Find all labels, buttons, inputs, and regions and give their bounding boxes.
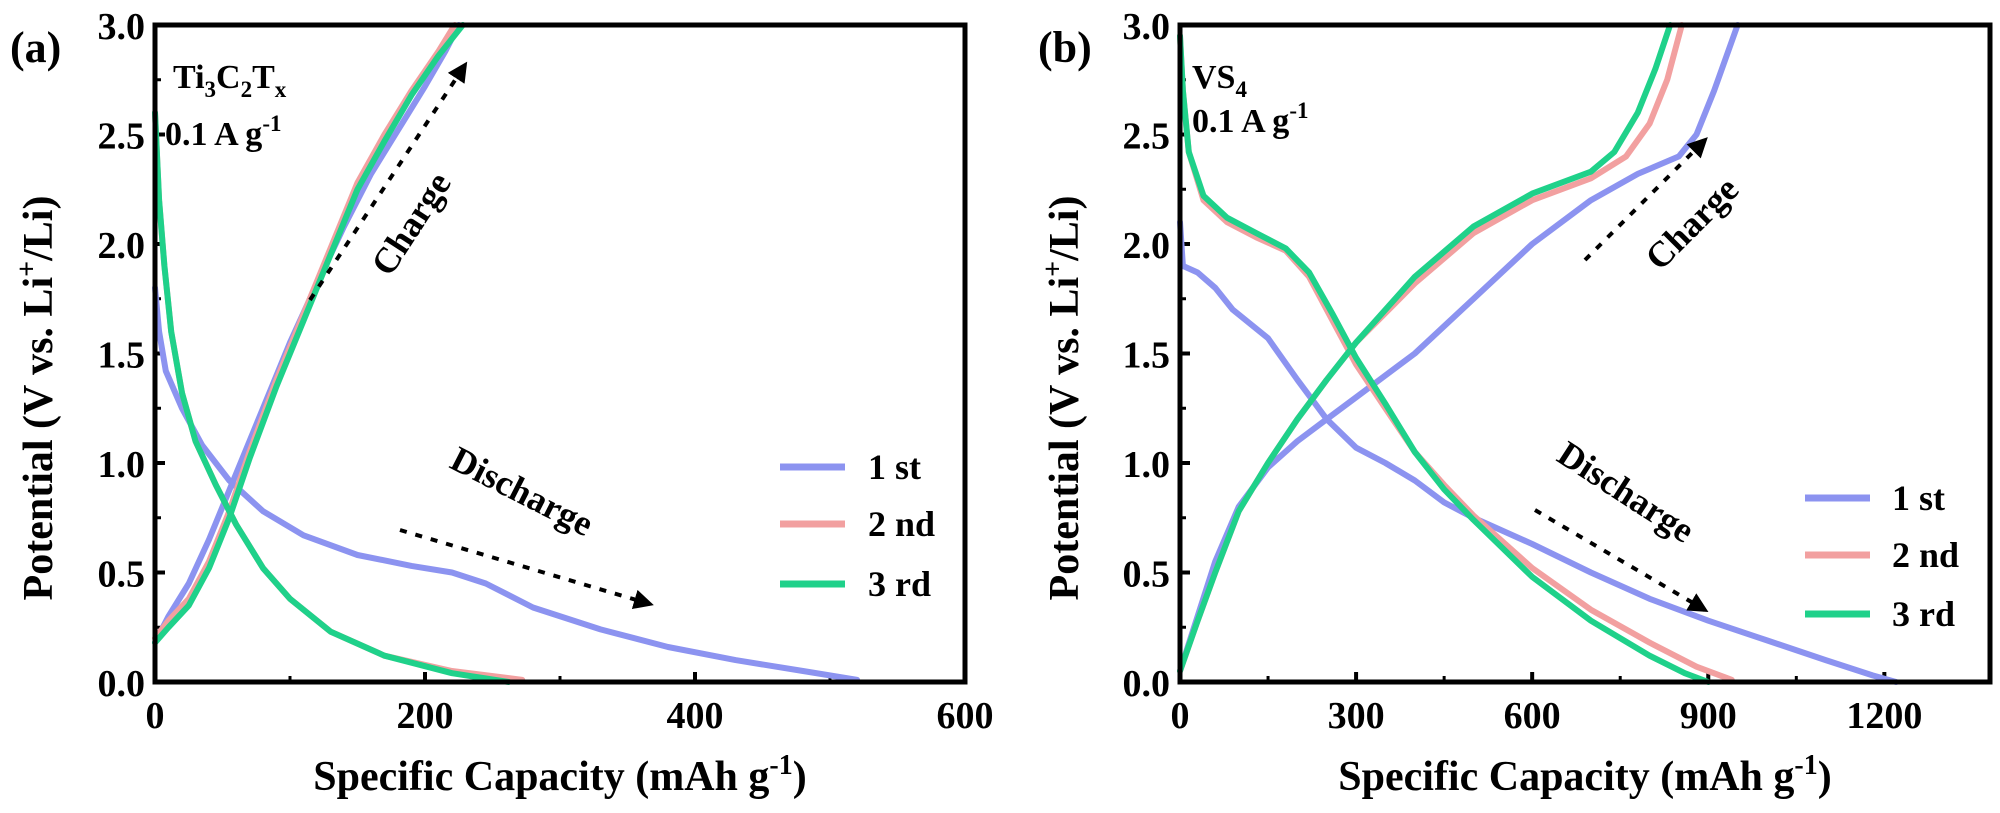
panel-a-y-tick-label: 0.0 (98, 663, 146, 705)
panel-b-x-tick-labels: 0 300 600 900 1200 (1171, 695, 1923, 737)
panel-a-plot-frame (152, 22, 968, 685)
panel-a-series-1-discharge-line (152, 284, 860, 683)
panel-a-x-tick-label: 600 (937, 695, 994, 737)
panel-a-discharge-annotation: Discharge (444, 438, 599, 544)
panel-b-y-tick-label: 2.5 (1123, 116, 1171, 158)
panel-a-xlabel-tail: ) (793, 754, 807, 800)
panel-b-condition-base: 0.1 A g (1192, 103, 1289, 140)
panel-b-y-tick-label: 3.0 (1123, 6, 1171, 48)
panel-a-y-tick-label: 2.5 (98, 116, 146, 158)
panel-b-plot-frame (1177, 22, 1993, 685)
panel-a-ylabel-sup: + (12, 261, 43, 277)
panel-b-series-2-discharge-line (1177, 32, 1735, 683)
panel-a-sample-sub1: 3 (205, 77, 217, 102)
panel-b-series (1177, 22, 1900, 685)
panel-a-x-tick-label: 0 (146, 695, 165, 737)
panel-b-x-tick-label: 0 (1171, 695, 1190, 737)
panel-a-label: (a) (10, 23, 61, 72)
panel-b-legend-label-3: 3 rd (1892, 594, 1955, 634)
panel-a-y-tick-label: 1.5 (98, 335, 146, 377)
panel-a-x-tick-label: 400 (667, 695, 724, 737)
panel-a-legend-label-2: 2 nd (868, 504, 935, 544)
panel-a-ylabel-pre: Potential (V vs. Li (16, 277, 62, 601)
panel-b-x-tick-label: 900 (1680, 695, 1737, 737)
panel-b-charge-arrow (1583, 137, 1708, 262)
panel-b-discharge-arrow (1533, 508, 1709, 613)
panel-a-series-2-discharge-line (152, 109, 526, 683)
panel-b-y-tick-label: 2.0 (1123, 225, 1171, 267)
panel-a-y-tick-label: 1.0 (98, 444, 146, 486)
panel-b-sample-label: VS4 (1192, 59, 1247, 102)
panel-a-y-axis-title: Potential (V vs. Li+/Li) (12, 196, 62, 601)
panel-a-legend-label-3: 3 rd (868, 564, 931, 604)
panel-a-series-3-charge-line (152, 22, 466, 646)
panel-b-condition-label: 0.1 A g-1 (1192, 98, 1308, 140)
panel-b-condition-sup: -1 (1289, 98, 1308, 123)
panel-a-xlabel-base: Specific Capacity (mAh g (313, 754, 769, 800)
panel-b-xlabel-base: Specific Capacity (mAh g (1338, 754, 1794, 800)
panel-a-ylabel-post: /Li) (16, 196, 62, 262)
panel-a-series-3-discharge-line (152, 109, 512, 685)
panel-b-legend-label-1: 1 st (1892, 478, 1945, 518)
panel-b-legend-label-2: 2 nd (1892, 535, 1959, 575)
svg-text:Potential (V vs. Li+/Li): Potential (V vs. Li+/Li) (1038, 196, 1088, 601)
panel-a-sample-sub2: 2 (241, 77, 253, 102)
panel-b-y-tick-label: 1.0 (1123, 444, 1171, 486)
panel-b-series-3-discharge-line (1177, 32, 1712, 685)
panel-a-sample-sub3: x (275, 77, 287, 102)
panel-a-y-tick-labels: 0.0 0.5 1.0 1.5 2.0 2.5 3.0 (98, 6, 146, 705)
panel-b-xlabel-tail: ) (1818, 754, 1832, 800)
panel-b-sample-sub1: 4 (1235, 77, 1247, 102)
panel-b-label: (b) (1038, 23, 1092, 72)
panel-a-discharge-arrow (399, 528, 654, 610)
panel-a-legend: 1 st 2 nd 3 rd (780, 447, 935, 604)
panel-a-x-tick-labels: 0 200 400 600 (146, 695, 994, 737)
panel-b-x-tick-label: 600 (1504, 695, 1561, 737)
panel-b-series-3-charge-line (1177, 22, 1674, 674)
panel-b-charge-annotation: Charge (1637, 169, 1746, 278)
panel-b-x-tick-label: 1200 (1846, 695, 1922, 737)
panel-a-series (152, 22, 860, 685)
panel-a-y-tick-label: 2.0 (98, 225, 146, 267)
panel-b-x-axis-title: Specific Capacity (mAh g-1) (1338, 750, 1831, 800)
panel-a-condition-base: 0.1 A g (165, 116, 262, 153)
panel-b-ylabel-sup: + (1038, 261, 1069, 277)
panel-a-xlabel-sup: -1 (769, 750, 792, 781)
panel-b-x-tick-label: 300 (1328, 695, 1385, 737)
panel-a-sample-m2: C (216, 59, 241, 96)
panel-b: (b) Potential (V vs. Li+/Li) 0.0 0.5 1.0 1.… (1038, 6, 1993, 800)
panel-b-y-tick-labels: 0.0 0.5 1.0 1.5 2.0 2.5 3.0 (1123, 6, 1171, 705)
panel-a-charge-annotation: Charge (363, 165, 459, 282)
panel-a-x-tick-label: 200 (397, 695, 454, 737)
panel-b-ylabel-post: /Li) (1042, 196, 1088, 262)
panel-b-y-tick-label: 0.5 (1123, 554, 1171, 596)
panel-a-y-tick-label: 0.5 (98, 554, 146, 596)
panel-b-xlabel-sup: -1 (1794, 750, 1817, 781)
panel-b-ylabel-pre: Potential (V vs. Li (1042, 277, 1088, 601)
panel-b-y-tick-label: 0.0 (1123, 663, 1171, 705)
panel-a-condition-sup: -1 (262, 111, 281, 136)
panel-b-legend: 1 st 2 nd 3 rd (1805, 478, 1959, 634)
panel-b-y-axis-title: Potential (V vs. Li+/Li) (1038, 196, 1088, 601)
panel-b-y-tick-label: 1.5 (1123, 335, 1171, 377)
panel-a-condition-label: 0.1 A g-1 (165, 111, 281, 153)
panel-a-sample-main: Ti (173, 59, 205, 96)
panel-a-sample-label: Ti3C2Tx (173, 59, 287, 102)
panel-b-discharge-annotation: Discharge (1551, 433, 1702, 550)
svg-text:Potential (V vs. Li+/Li): Potential (V vs. Li+/Li) (12, 196, 62, 601)
panel-a-y-tick-label: 3.0 (98, 6, 146, 48)
panel-a-x-axis-title: Specific Capacity (mAh g-1) (313, 750, 806, 800)
panel-b-series-1-discharge-line (1177, 219, 1900, 685)
panel-a-sample-m3: T (252, 59, 275, 96)
panel-a: (a) Potential (V vs. Li+/Li) 0.0 0.5 1.0 1.… (10, 6, 994, 800)
panel-a-legend-label-1: 1 st (868, 447, 921, 487)
panel-b-sample-main: VS (1192, 59, 1235, 96)
